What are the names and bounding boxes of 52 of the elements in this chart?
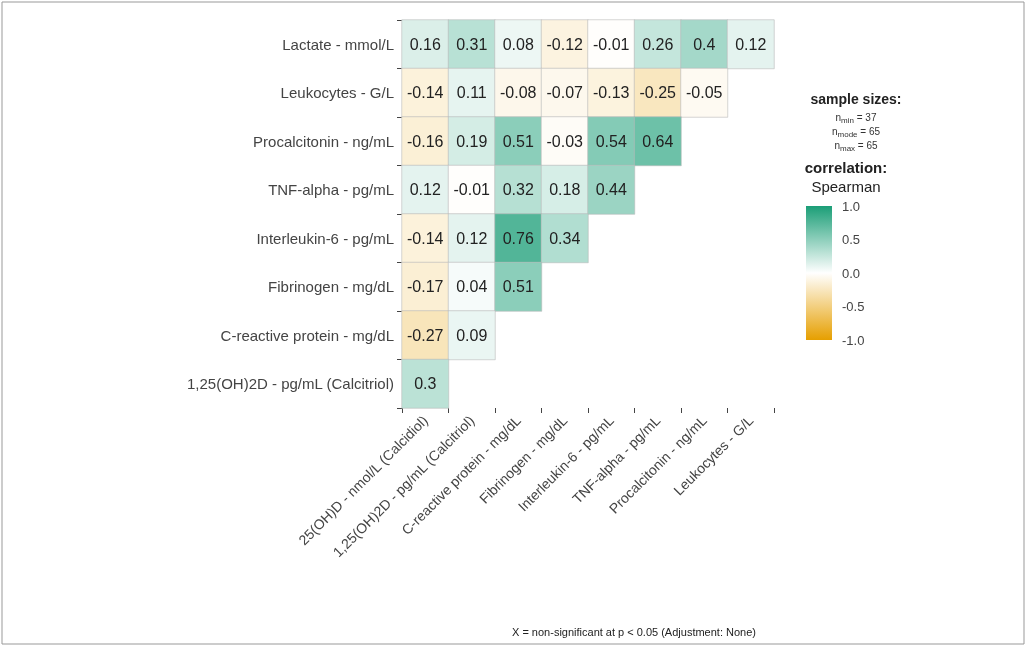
data-label: -0.05	[686, 84, 723, 102]
data-label: -0.25	[639, 84, 677, 102]
data-label: 0.51	[502, 278, 534, 296]
y-tick-label: 1,25(OH)2D - pg/mL (Calcitriol)	[187, 375, 394, 393]
data-label: -0.13	[593, 84, 630, 102]
color-bar-label: 1.0	[842, 198, 861, 214]
data-label: 0.26	[642, 35, 674, 53]
data-label: -0.01	[453, 181, 491, 199]
data-label: 0.34	[549, 229, 581, 247]
data-label: -0.14	[407, 229, 444, 247]
color-bar-label: -1.0	[842, 332, 865, 348]
text: X = non-significant at p < 0.05 (Adjustment: None)	[512, 625, 756, 638]
data-label: -0.01	[593, 35, 630, 53]
data-label: 0.16	[409, 35, 441, 53]
data-label: 0.11	[456, 84, 487, 102]
y-tick-label: Lactate - mmol/L	[282, 35, 394, 53]
y-tick-label: Procalcitonin - ng/mL	[253, 132, 394, 150]
color-bar-title: correlation: Spearman	[804, 159, 888, 195]
color-bar-label: -0.5	[842, 299, 865, 314]
color-bar-label: 0.5	[842, 232, 861, 247]
data-label: 0.19	[456, 132, 488, 150]
legend-title: sample sizes:	[810, 91, 902, 107]
data-label: -0.08	[500, 84, 537, 102]
data-label: -0.27	[407, 326, 444, 344]
data-label: 0.04	[456, 278, 488, 296]
y-tick-label: Leukocytes - G/L	[280, 84, 394, 102]
data-label: -0.12	[546, 35, 584, 53]
y-tick-label: Interleukin-6 - pg/mL	[256, 229, 394, 247]
data-label: 0.12	[735, 35, 767, 53]
data-label: 0.12	[456, 229, 488, 247]
data-label: 0.18	[549, 181, 581, 199]
data-label: 0.32	[502, 181, 534, 199]
data-label: -0.17	[407, 278, 444, 296]
data-label: -0.14	[407, 84, 444, 102]
data-label: -0.16	[407, 132, 444, 150]
data-label: 0.51	[502, 132, 534, 150]
y-tick-label: TNF-alpha - pg/mL	[268, 181, 394, 199]
data-label: -0.03	[546, 132, 584, 150]
data-label: 0.4	[693, 35, 716, 53]
data-label: 0.44	[595, 181, 627, 199]
data-label: 0.31	[456, 35, 488, 53]
data-label: 0.08	[502, 35, 534, 53]
data-label: 0.64	[642, 132, 674, 150]
y-tick-label: Fibrinogen - mg/dL	[268, 278, 394, 296]
data-label: -0.07	[546, 84, 584, 102]
data-label: 0.12	[409, 181, 441, 199]
color-bar-label: 0.0	[842, 265, 861, 281]
data-label: 0.76	[502, 229, 534, 247]
y-tick-label: C-reactive protein - mg/dL	[220, 326, 394, 344]
data-label: 0.09	[456, 326, 488, 344]
data-label: 0.54	[595, 132, 627, 150]
data-label: 0.3	[414, 375, 437, 393]
